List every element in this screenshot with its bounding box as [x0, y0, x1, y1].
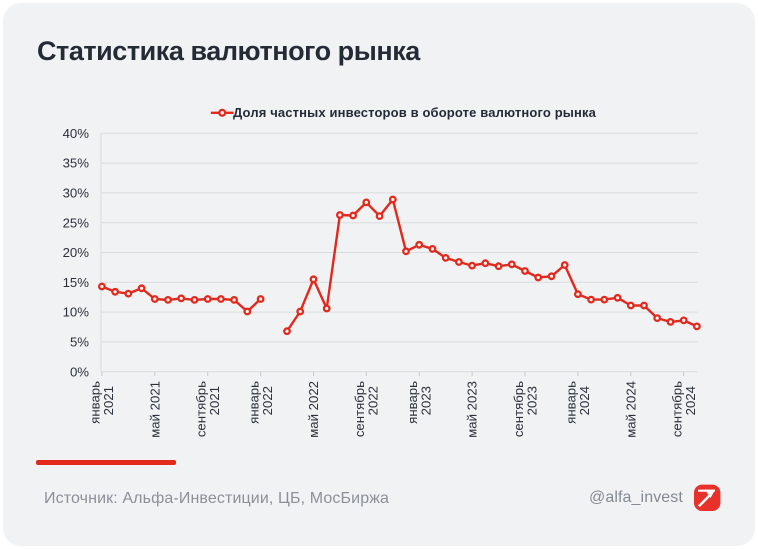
svg-text:январь: январь [405, 381, 420, 424]
svg-text:2021: 2021 [101, 386, 116, 415]
svg-text:2023: 2023 [419, 386, 434, 415]
svg-text:сентябрь: сентябрь [511, 381, 526, 437]
svg-text:сентябрь: сентябрь [352, 381, 367, 437]
svg-text:2024: 2024 [577, 386, 592, 415]
svg-text:25%: 25% [63, 215, 90, 230]
svg-text:35%: 35% [63, 156, 90, 171]
svg-text:январь: январь [564, 381, 579, 424]
svg-text:2022: 2022 [260, 386, 275, 415]
svg-text:сентябрь: сентябрь [670, 381, 685, 437]
svg-text:январь: январь [246, 381, 261, 424]
svg-text:40%: 40% [63, 126, 90, 141]
svg-text:5%: 5% [70, 335, 89, 350]
svg-text:10%: 10% [63, 305, 90, 320]
svg-text:2023: 2023 [524, 386, 539, 415]
svg-text:январь: январь [88, 381, 103, 424]
svg-text:2022: 2022 [366, 386, 381, 415]
svg-text:сентябрь: сентябрь [194, 381, 209, 437]
svg-text:0%: 0% [70, 364, 89, 379]
svg-text:май 2022: май 2022 [306, 381, 321, 438]
svg-text:15%: 15% [63, 275, 90, 290]
svg-text:май 2024: май 2024 [623, 381, 638, 438]
svg-text:20%: 20% [63, 245, 90, 260]
svg-text:май 2021: май 2021 [147, 381, 162, 438]
svg-text:2021: 2021 [207, 386, 222, 415]
svg-text:30%: 30% [63, 186, 90, 201]
svg-text:май 2023: май 2023 [465, 381, 480, 438]
svg-text:2024: 2024 [683, 386, 698, 415]
